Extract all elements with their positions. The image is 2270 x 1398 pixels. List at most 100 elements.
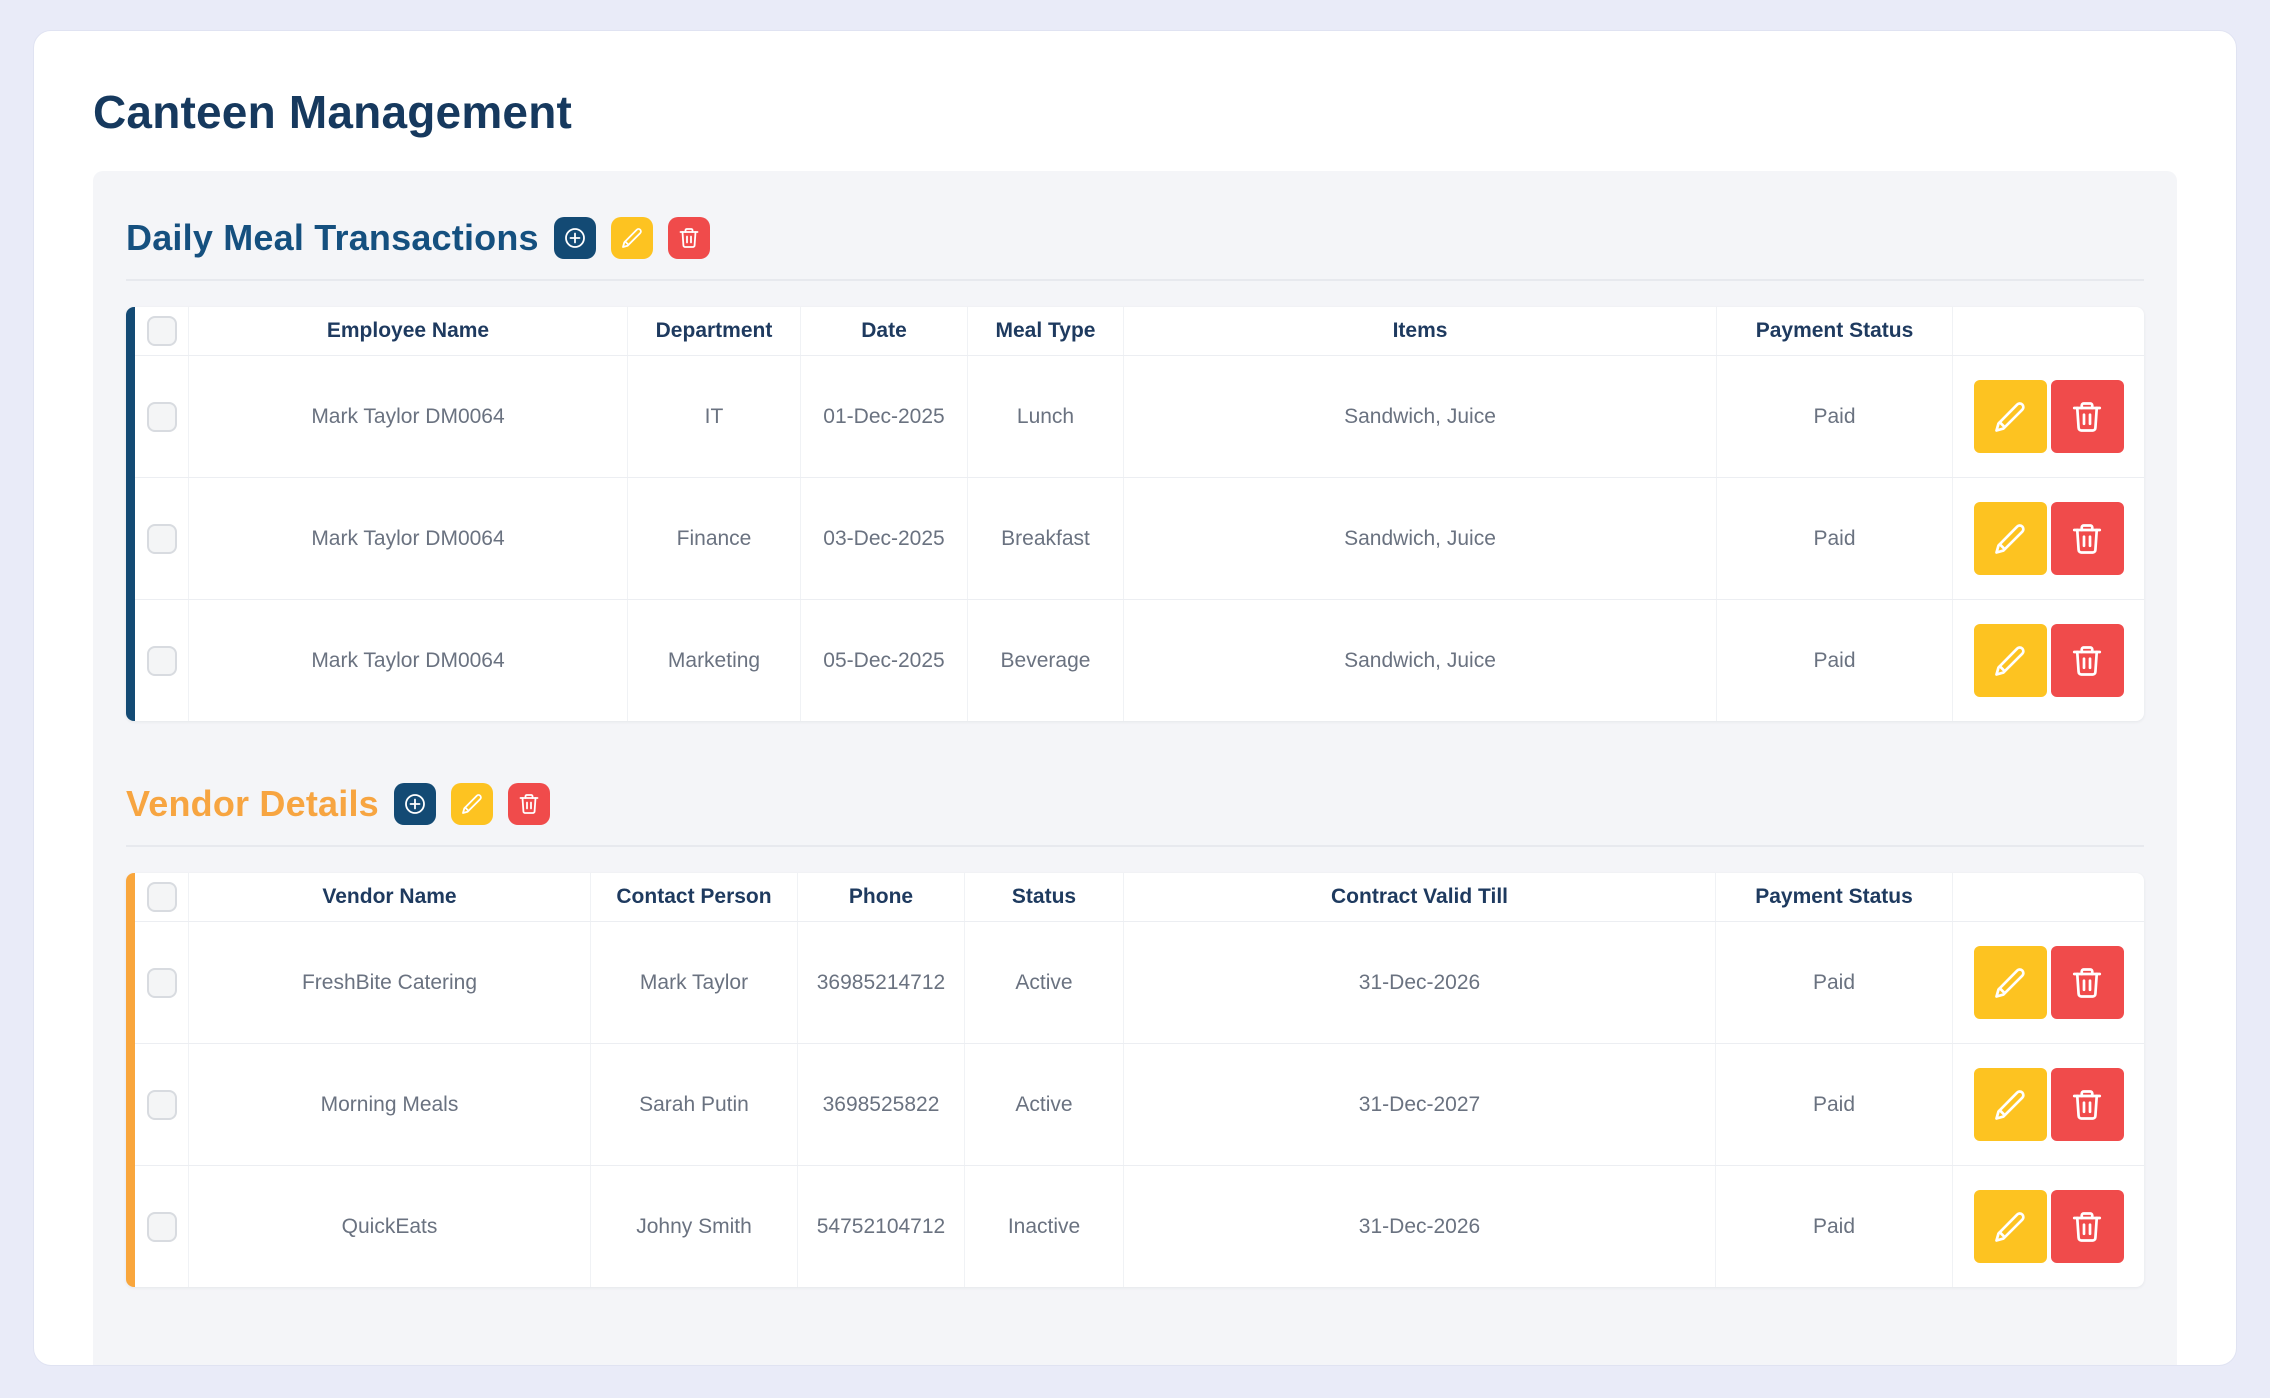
department-cell: IT	[628, 356, 801, 477]
row-delete-button[interactable]	[2050, 380, 2124, 453]
row-checkbox[interactable]	[146, 1211, 177, 1242]
vendors-section-header: Vendor Details	[126, 783, 2144, 825]
column-header-contract-valid-till: Contract Valid Till	[1124, 873, 1716, 921]
vendors-edit-button[interactable]	[450, 783, 493, 825]
plus-circle-icon	[563, 226, 587, 250]
contract-valid-till-cell: 31-Dec-2026	[1124, 1166, 1716, 1287]
payment-status-cell: Paid	[1716, 1044, 1953, 1165]
column-header-payment-status: Payment Status	[1717, 307, 1953, 355]
row-actions	[1953, 922, 2144, 1043]
row-checkbox[interactable]	[146, 967, 177, 998]
column-header-status: Status	[965, 873, 1124, 921]
row-checkbox[interactable]	[146, 1089, 177, 1120]
meals-table: Employee Name Department Date Meal Type …	[126, 307, 2144, 721]
department-cell: Finance	[628, 478, 801, 599]
contract-valid-till-cell: 31-Dec-2026	[1124, 922, 1716, 1043]
row-edit-button[interactable]	[1973, 1190, 2047, 1263]
payment-status-cell: Paid	[1716, 1166, 1953, 1287]
table-row: FreshBite Catering Mark Taylor 369852147…	[135, 921, 2144, 1043]
phone-cell: 54752104712	[798, 1166, 965, 1287]
meals-select-all-checkbox[interactable]	[146, 316, 177, 346]
row-edit-button[interactable]	[1973, 380, 2047, 453]
row-edit-button[interactable]	[1973, 502, 2047, 575]
column-header-contact-person: Contact Person	[591, 873, 798, 921]
meal-type-cell: Lunch	[968, 356, 1124, 477]
row-delete-button[interactable]	[2050, 502, 2124, 575]
vendors-table: Vendor Name Contact Person Phone Status …	[126, 873, 2144, 1287]
table-row: Mark Taylor DM0064 Marketing 05-Dec-2025…	[135, 599, 2144, 721]
card-header: Canteen Management	[34, 31, 2236, 171]
vendors-header-row: Vendor Name Contact Person Phone Status …	[135, 873, 2144, 921]
vendors-section-title: Vendor Details	[126, 783, 379, 824]
trash-icon	[2069, 643, 2105, 679]
row-checkbox[interactable]	[146, 645, 177, 676]
pencil-icon	[1992, 399, 2028, 435]
trash-icon	[2069, 1209, 2105, 1245]
content-panel: Daily Meal Transactions Employe	[93, 171, 2177, 1365]
column-header-vendor-name: Vendor Name	[189, 873, 591, 921]
vendors-select-all-checkbox[interactable]	[146, 882, 177, 912]
row-actions	[1953, 1044, 2144, 1165]
row-edit-button[interactable]	[1973, 1068, 2047, 1141]
column-header-meal-type: Meal Type	[968, 307, 1124, 355]
vendors-delete-button[interactable]	[507, 783, 550, 825]
row-delete-button[interactable]	[2050, 1190, 2124, 1263]
row-delete-button[interactable]	[2050, 946, 2124, 1019]
payment-status-cell: Paid	[1716, 922, 1953, 1043]
page-title: Canteen Management	[93, 86, 573, 138]
column-header-date: Date	[801, 307, 968, 355]
vendors-add-button[interactable]	[393, 783, 436, 825]
meals-divider	[126, 279, 2144, 281]
pencil-icon	[1992, 965, 2028, 1001]
phone-cell: 3698525822	[798, 1044, 965, 1165]
pencil-icon	[1992, 521, 2028, 557]
payment-status-cell: Paid	[1717, 356, 1953, 477]
row-actions	[1953, 356, 2144, 477]
meals-header-row: Employee Name Department Date Meal Type …	[135, 307, 2144, 355]
date-cell: 03-Dec-2025	[801, 478, 968, 599]
meals-edit-button[interactable]	[610, 217, 653, 259]
contract-valid-till-cell: 31-Dec-2027	[1124, 1044, 1716, 1165]
employee-name-cell: Mark Taylor DM0064	[189, 356, 628, 477]
status-cell: Active	[965, 1044, 1124, 1165]
trash-icon	[517, 792, 541, 816]
vendor-name-cell: FreshBite Catering	[189, 922, 591, 1043]
row-actions	[1953, 1166, 2144, 1287]
column-header-actions	[1953, 873, 2144, 921]
row-checkbox[interactable]	[146, 401, 177, 432]
trash-icon	[2069, 521, 2105, 557]
column-header-department: Department	[628, 307, 801, 355]
row-delete-button[interactable]	[2050, 1068, 2124, 1141]
trash-icon	[2069, 1087, 2105, 1123]
plus-circle-icon	[403, 792, 427, 816]
meal-type-cell: Breakfast	[968, 478, 1124, 599]
items-cell: Sandwich, Juice	[1124, 600, 1717, 721]
table-row: QuickEats Johny Smith 54752104712 Inacti…	[135, 1165, 2144, 1287]
meals-add-button[interactable]	[553, 217, 596, 259]
table-row: Morning Meals Sarah Putin 3698525822 Act…	[135, 1043, 2144, 1165]
row-edit-button[interactable]	[1973, 946, 2047, 1019]
pencil-icon	[1992, 643, 2028, 679]
meals-section-header: Daily Meal Transactions	[126, 217, 2144, 259]
meals-delete-button[interactable]	[667, 217, 710, 259]
pencil-icon	[1992, 1209, 2028, 1245]
row-edit-button[interactable]	[1973, 624, 2047, 697]
meal-type-cell: Beverage	[968, 600, 1124, 721]
column-header-phone: Phone	[798, 873, 965, 921]
row-actions	[1953, 478, 2144, 599]
items-cell: Sandwich, Juice	[1124, 478, 1717, 599]
table-row: Mark Taylor DM0064 IT 01-Dec-2025 Lunch …	[135, 355, 2144, 477]
payment-status-cell: Paid	[1717, 600, 1953, 721]
row-checkbox[interactable]	[146, 523, 177, 554]
pencil-icon	[620, 226, 644, 250]
vendor-name-cell: QuickEats	[189, 1166, 591, 1287]
column-header-items: Items	[1124, 307, 1717, 355]
contact-person-cell: Mark Taylor	[591, 922, 798, 1043]
pencil-icon	[1992, 1087, 2028, 1123]
items-cell: Sandwich, Juice	[1124, 356, 1717, 477]
contact-person-cell: Johny Smith	[591, 1166, 798, 1287]
column-header-actions	[1953, 307, 2144, 355]
trash-icon	[677, 226, 701, 250]
meals-section-title: Daily Meal Transactions	[126, 217, 539, 258]
row-delete-button[interactable]	[2050, 624, 2124, 697]
